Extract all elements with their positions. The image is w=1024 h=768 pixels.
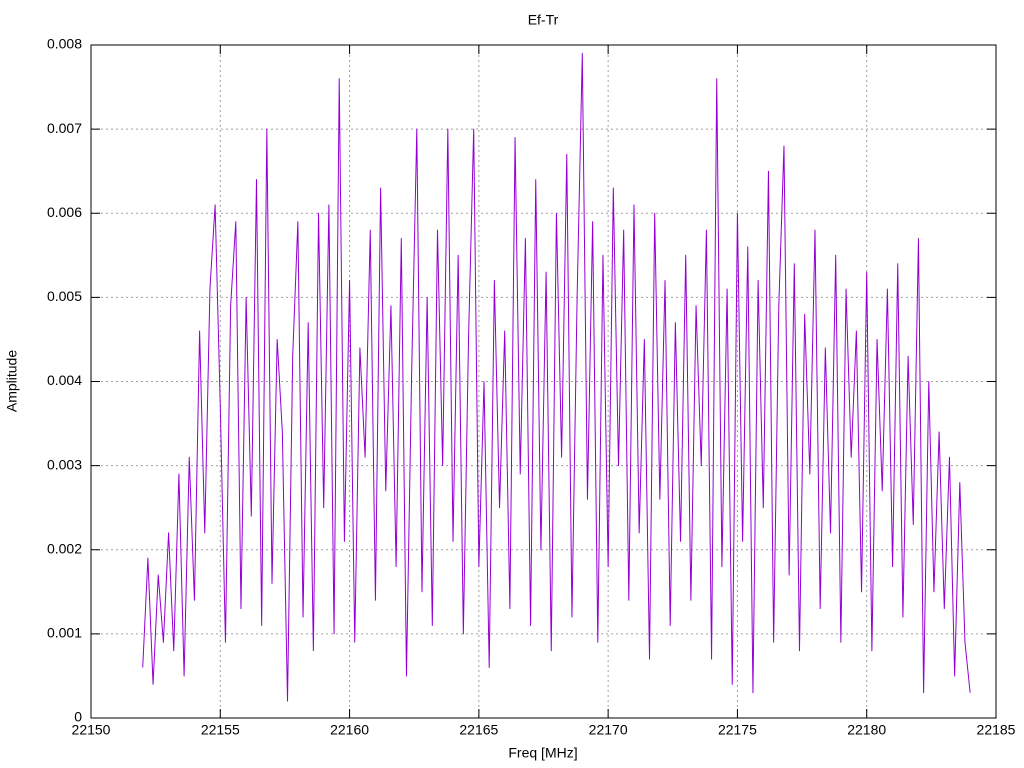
x-tick-label: 22175: [718, 722, 757, 738]
y-axis-label: Amplitude: [4, 350, 20, 412]
x-tick-label: 22155: [201, 722, 240, 738]
data-line: [142, 52, 971, 702]
y-tick-label: 0.001: [47, 625, 82, 641]
x-tick-label: 22150: [72, 722, 111, 738]
x-axis-label: Freq [MHz]: [508, 745, 577, 761]
y-tick-label: 0.006: [47, 204, 82, 220]
y-tick-label: 0.005: [47, 288, 82, 304]
y-tick-label: 0.002: [47, 540, 82, 556]
x-tick-label: 22170: [589, 722, 628, 738]
chart-title: Ef-Tr: [528, 12, 559, 28]
y-tick-label: 0.008: [47, 36, 82, 52]
y-tick-label: 0.007: [47, 120, 82, 136]
y-tick-label: 0: [74, 709, 82, 725]
x-tick-label: 22165: [459, 722, 498, 738]
y-tick-label: 0.003: [47, 456, 82, 472]
x-tick-label: 22180: [847, 722, 886, 738]
x-tick-label: 22160: [330, 722, 369, 738]
y-tick-label: 0.004: [47, 372, 82, 388]
x-tick-label: 22185: [977, 722, 1016, 738]
plot-border: [90, 44, 997, 719]
